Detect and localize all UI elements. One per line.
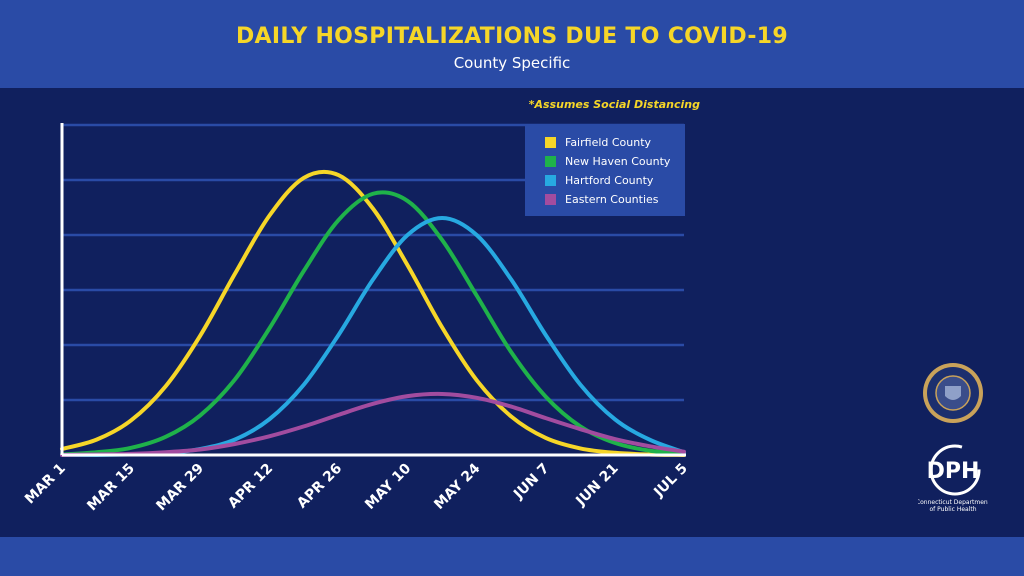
x-tick-label: MAY 24 <box>431 460 483 512</box>
series-line-new-haven-county <box>60 190 686 457</box>
svg-text:DPH: DPH <box>927 459 980 484</box>
assumption-note: *Assumes Social Distancing <box>528 98 700 111</box>
x-tick-label: MAR 15 <box>84 461 138 515</box>
legend-swatch <box>545 155 556 167</box>
governor-seal-logo <box>923 363 983 423</box>
legend-swatch <box>545 136 556 148</box>
x-tick-label: APR 26 <box>294 461 345 512</box>
legend-item-eastern: Eastern Counties <box>545 192 659 206</box>
x-tick-label: JUL 5 <box>650 461 690 501</box>
legend-swatch <box>545 193 556 205</box>
x-tick-label: APR 12 <box>225 461 276 512</box>
legend-item-new-haven: New Haven County <box>545 154 670 168</box>
x-tick-label: MAR 29 <box>153 461 207 515</box>
legend-swatch <box>545 174 556 186</box>
svg-text:Connecticut Department: Connecticut Department <box>918 499 988 506</box>
series-line-fairfield-county <box>60 169 686 457</box>
footer-band <box>0 537 1024 576</box>
series-line-hartford-county <box>60 215 686 458</box>
legend-item-hartford: Hartford County <box>545 173 653 187</box>
x-tick-label: JUN 7 <box>510 461 552 503</box>
x-tick-label: JUN 21 <box>572 461 621 510</box>
header-band <box>0 0 1024 88</box>
legend-label: Hartford County <box>565 173 654 187</box>
legend-label: Fairfield County <box>565 135 652 149</box>
dph-logo: DPH Connecticut Department of Public Hea… <box>916 444 991 513</box>
x-tick-label: MAR 1 <box>22 461 69 508</box>
legend: Fairfield County New Haven County Hartfo… <box>525 124 685 216</box>
legend-label: Eastern Counties <box>565 192 659 206</box>
legend-item-fairfield: Fairfield County <box>545 135 651 149</box>
x-tick-label: MAY 10 <box>362 460 414 512</box>
legend-label: New Haven County <box>565 154 671 168</box>
chart-title: DAILY HOSPITALIZATIONS DUE TO COVID-19 <box>235 24 788 49</box>
logos: DPH Connecticut Department of Public Hea… <box>916 360 991 524</box>
svg-text:of Public Health: of Public Health <box>929 506 976 513</box>
series-line-eastern-counties <box>60 391 686 457</box>
chart-subtitle: County Specific <box>453 54 571 72</box>
